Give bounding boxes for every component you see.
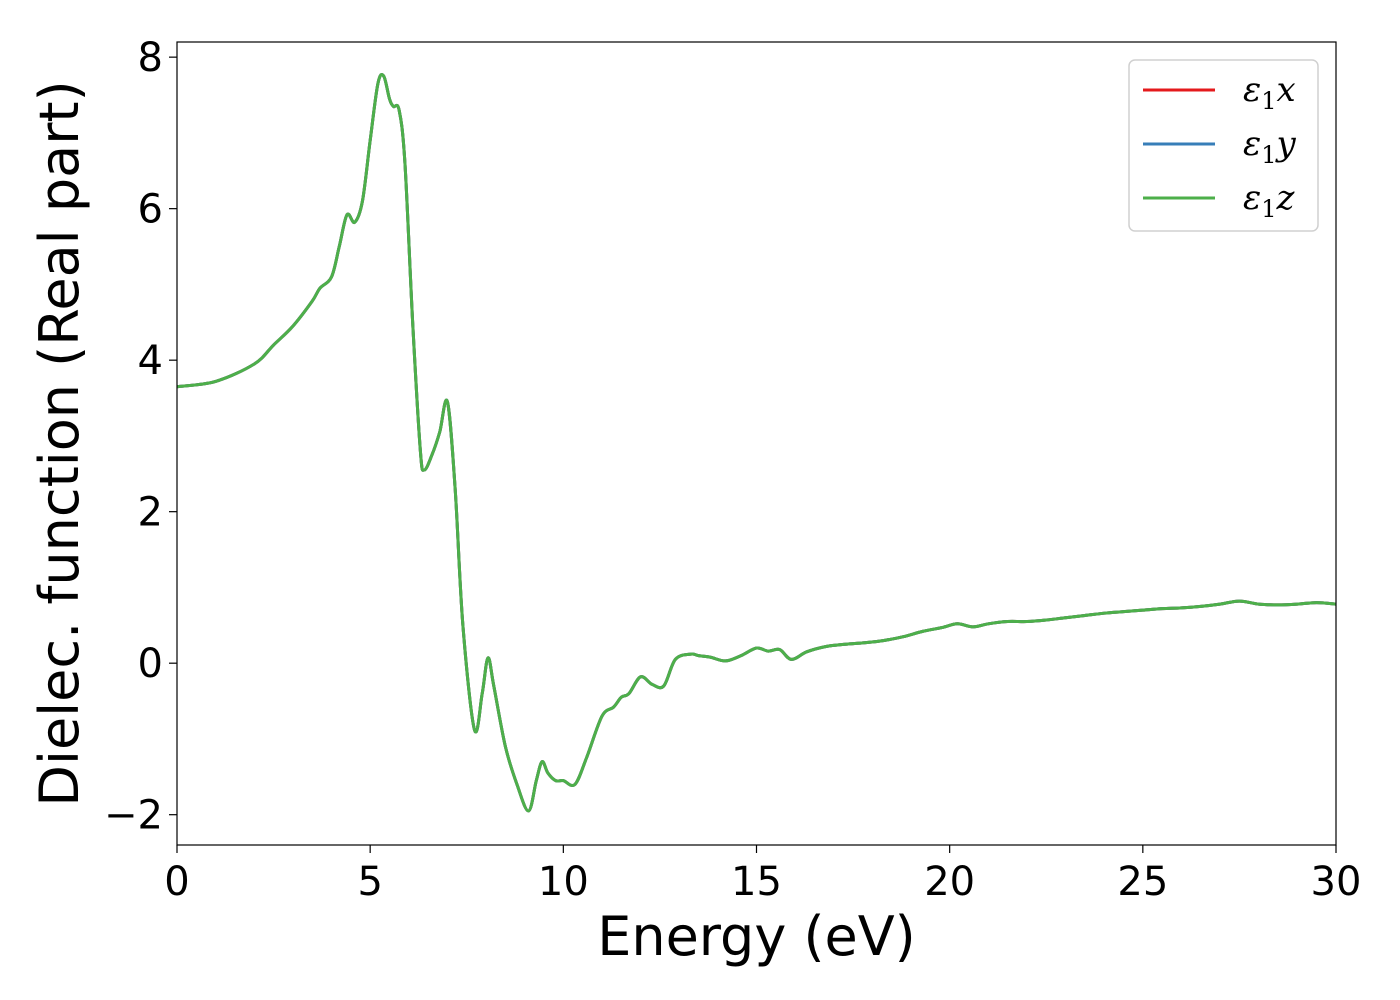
y-tick-label: 0 xyxy=(138,641,163,687)
x-tick-label: 30 xyxy=(1311,859,1362,905)
x-axis-ticks: 0 5 10 15 20 25 30 xyxy=(164,845,1361,905)
legend-entry-label: ε1x xyxy=(1243,70,1296,115)
series-line-3 xyxy=(176,73,1337,813)
x-tick-label: 10 xyxy=(538,859,589,905)
legend-entry-label: ε1z xyxy=(1243,178,1296,223)
legend-box xyxy=(1128,59,1319,232)
x-tick-label: 20 xyxy=(924,859,975,905)
y-axis-label: Dielec. function (Real part) xyxy=(28,80,91,806)
x-tick-label: 5 xyxy=(357,859,382,905)
legend-entry-label: ε1y xyxy=(1243,124,1297,169)
y-axis-ticks: −2 0 2 4 6 8 xyxy=(104,35,177,839)
y-tick-label: 4 xyxy=(138,338,163,384)
y-tick-label: 8 xyxy=(138,35,163,81)
y-tick-label: −2 xyxy=(104,793,163,839)
y-tick-label: 6 xyxy=(138,187,163,233)
y-tick-label: 2 xyxy=(138,490,163,536)
plot-lines xyxy=(176,73,1337,813)
x-tick-label: 25 xyxy=(1117,859,1168,905)
x-tick-label: 15 xyxy=(731,859,782,905)
x-tick-label: 0 xyxy=(164,859,189,905)
x-axis-label: Energy (eV) xyxy=(597,905,916,968)
legend: ε1x ε1y ε1z xyxy=(1128,59,1319,232)
